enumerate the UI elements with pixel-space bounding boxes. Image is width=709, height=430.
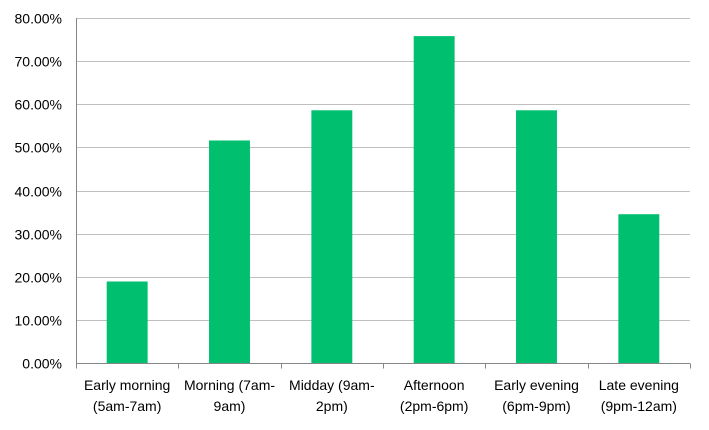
x-tick-labels: Early morning (5am-7am) Morning (7am- 9am) M… [84, 377, 679, 414]
y-tick-label: 70.00% [15, 54, 62, 70]
y-tick-label: 30.00% [15, 227, 62, 243]
x-tick-label: Midday (9am- [289, 377, 375, 393]
bar [413, 36, 455, 364]
y-tick-label: 80.00% [15, 11, 62, 27]
y-tick-label: 20.00% [15, 270, 62, 286]
bar [209, 140, 250, 363]
x-tick-label: Early morning [84, 377, 170, 393]
bar [311, 110, 353, 363]
x-tick-label: Afternoon [404, 377, 465, 393]
x-tick-label: (6pm-9pm) [502, 398, 570, 414]
y-tick-label: 0.00% [22, 356, 62, 372]
y-tick-label: 40.00% [15, 184, 62, 200]
x-tick-label: Morning (7am- [184, 377, 275, 393]
bar [106, 281, 148, 363]
x-tick-label: (5am-7am) [93, 398, 161, 414]
y-tick-labels: 0.00% 10.00% 20.00% 30.00% 40.00% 50.00% 60.00… [15, 11, 62, 372]
x-tick-label: (2pm-6pm) [400, 398, 468, 414]
x-tick-label: 2pm) [316, 398, 348, 414]
y-tick-label: 60.00% [15, 97, 62, 113]
x-tick-label: 9am) [214, 398, 246, 414]
bar [618, 214, 660, 363]
bar [516, 110, 557, 363]
x-tick-label: (9pm-12am) [601, 398, 677, 414]
x-tick-label: Early evening [494, 377, 579, 393]
y-tick-label: 10.00% [15, 313, 62, 329]
gridlines [76, 18, 690, 321]
y-tick-label: 50.00% [15, 140, 62, 156]
bars [106, 36, 660, 364]
axes [76, 18, 691, 369]
x-tick-label: Late evening [599, 377, 679, 393]
